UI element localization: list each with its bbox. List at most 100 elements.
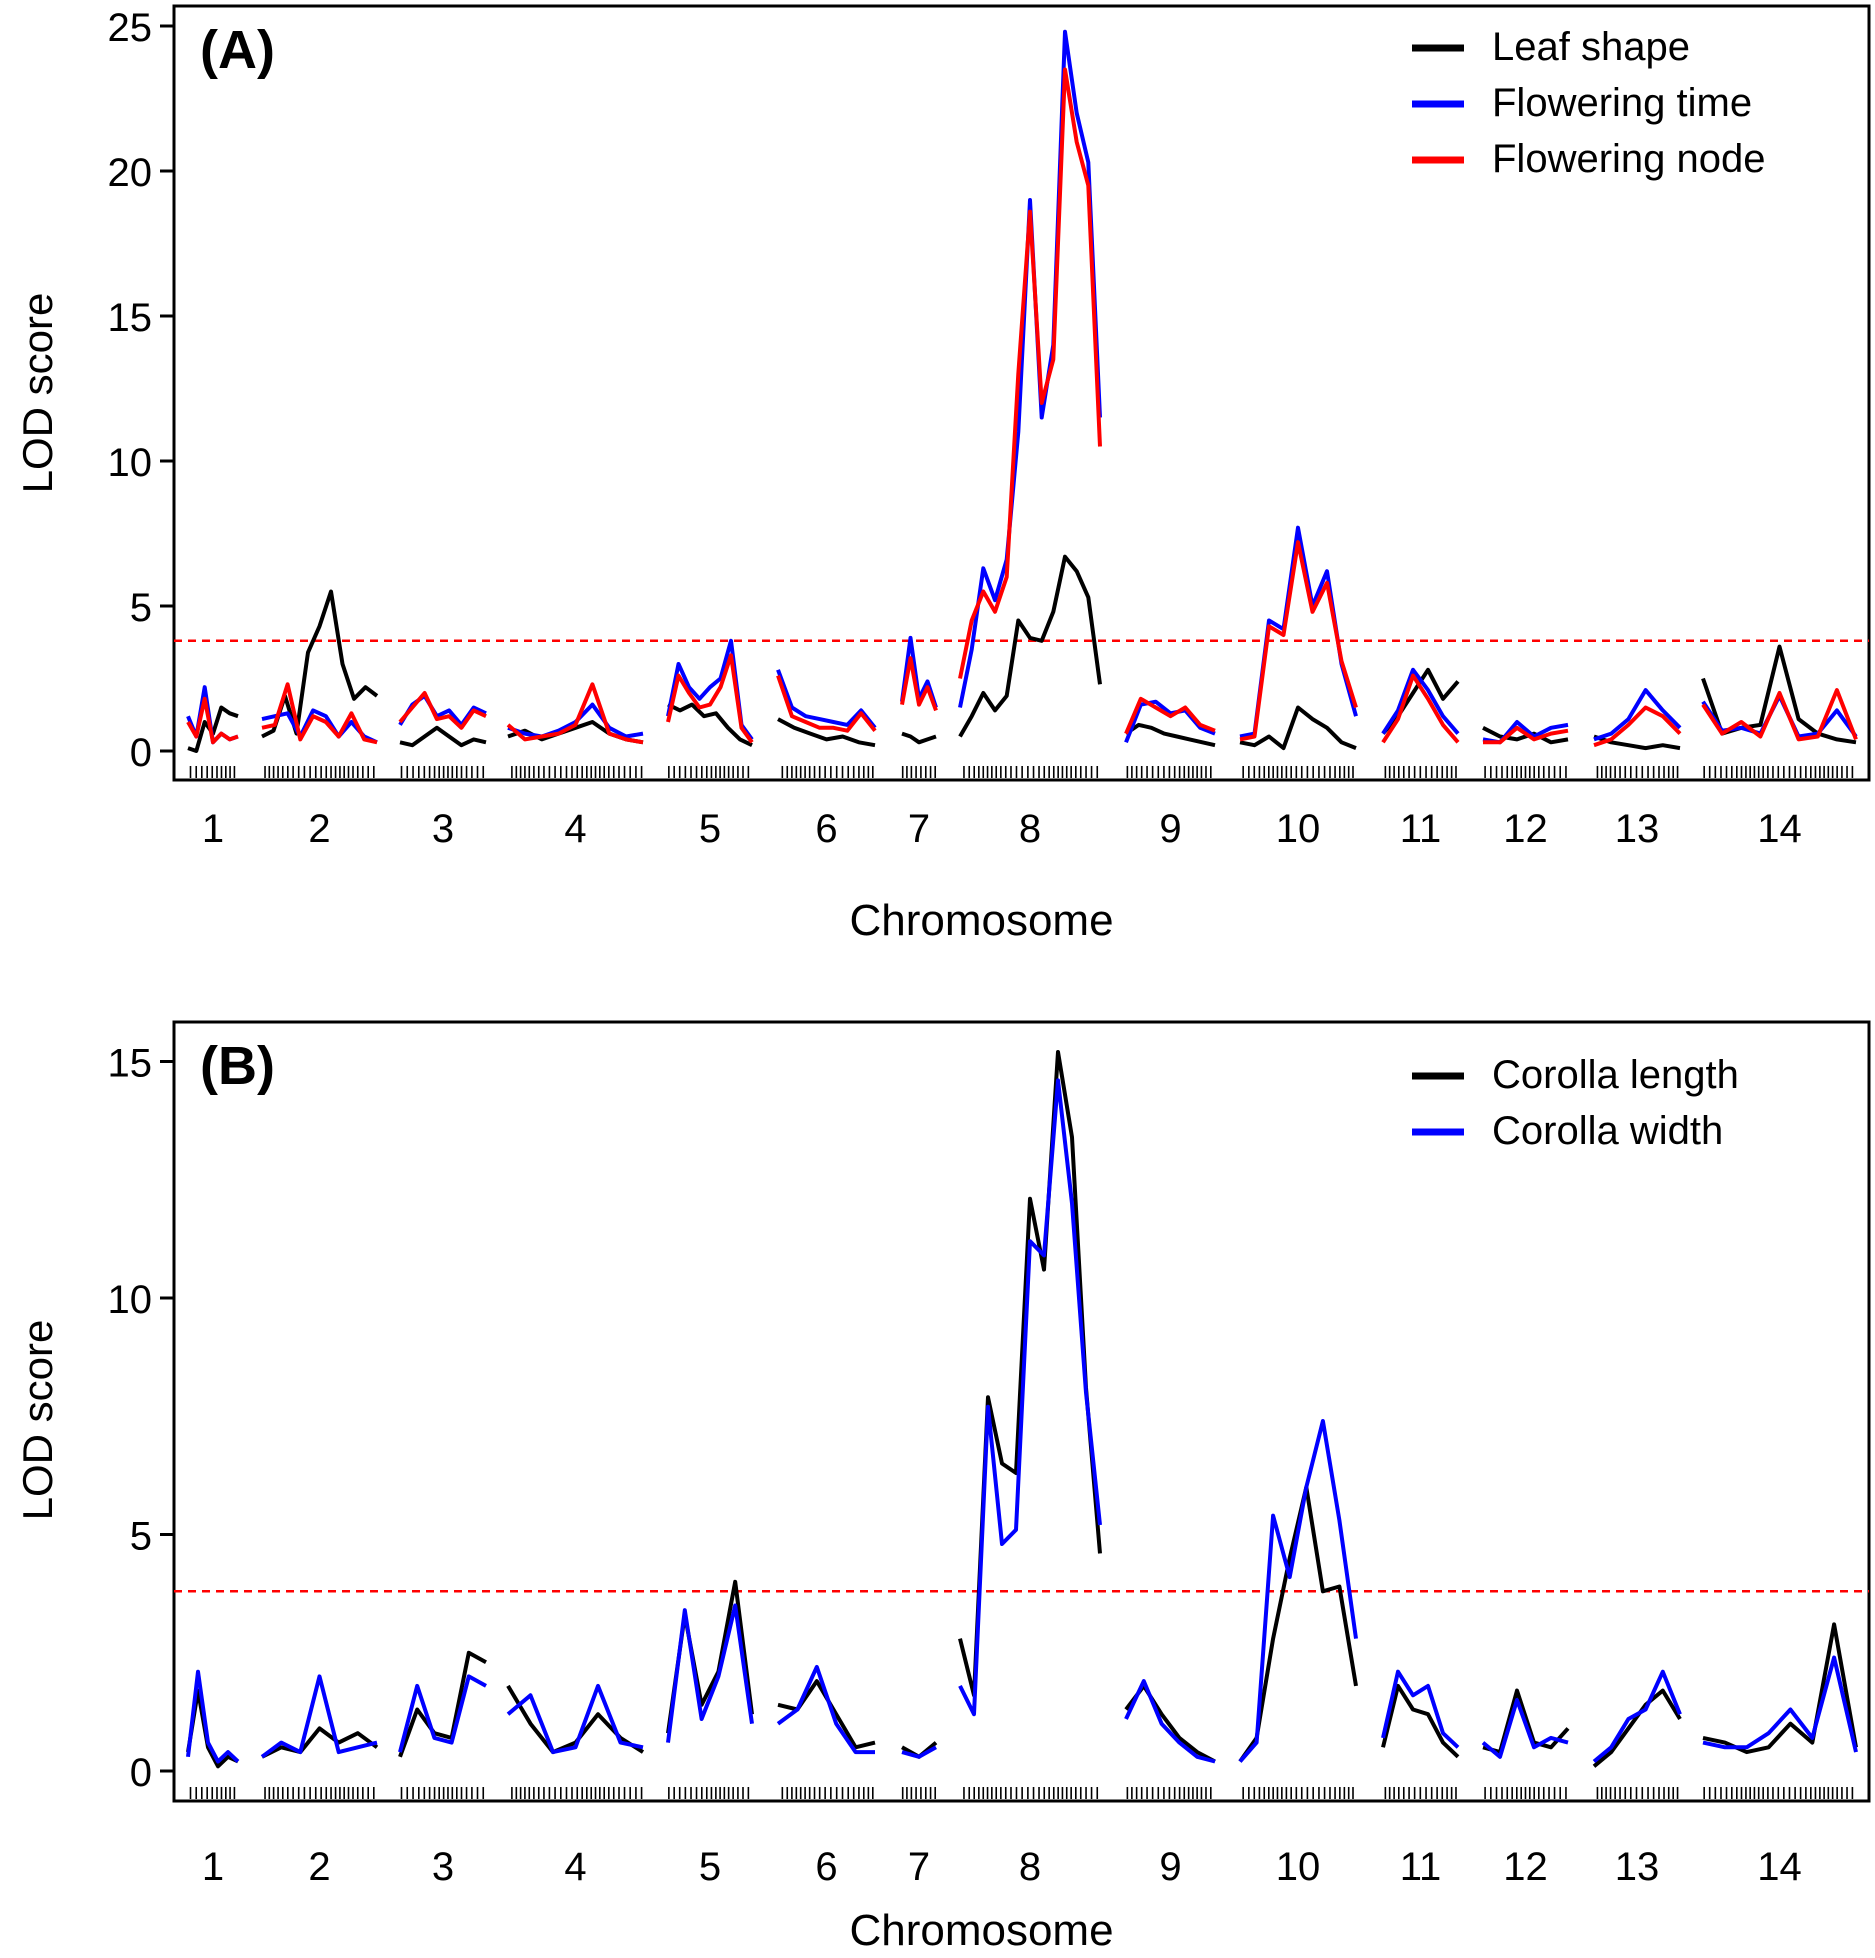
x-axis-label: Chromosome: [849, 896, 1113, 945]
x-tick-label: 12: [1503, 807, 1548, 851]
series-line-leaf-shape-chr3: [399, 725, 487, 748]
y-tick-label: 0: [130, 731, 152, 775]
y-axis-label: LOD score: [14, 1320, 61, 1521]
x-tick-label: 12: [1503, 1845, 1548, 1889]
x-tick-label: 7: [908, 1845, 930, 1889]
x-tick-label: 14: [1757, 1845, 1802, 1889]
panel-label: (A): [200, 20, 275, 80]
x-tick-label: 7: [908, 807, 930, 851]
series-line-corolla-width-chr8: [958, 1078, 1102, 1717]
x-tick-label: 13: [1615, 1845, 1660, 1889]
x-tick-label: 10: [1276, 807, 1321, 851]
series-line-leaf-shape-chr12: [1482, 726, 1569, 745]
series-line-flowering-node-chr5: [666, 653, 754, 744]
x-tick-label: 4: [564, 807, 586, 851]
x-tick-label: 5: [699, 807, 721, 851]
y-tick-label: 0: [130, 1751, 152, 1795]
y-tick-label: 15: [108, 1042, 153, 1086]
x-tick-label: 11: [1400, 1845, 1442, 1889]
series-line-flowering-node-chr2: [261, 682, 378, 745]
series-line-leaf-shape-chr8: [958, 554, 1102, 738]
x-tick-label: 1: [202, 1845, 224, 1889]
series-line-corolla-width-chr5: [666, 1603, 754, 1743]
x-tick-label: 10: [1276, 1845, 1321, 1889]
series-line-corolla-width-chr2: [260, 1674, 378, 1759]
legend-label: Corolla width: [1492, 1109, 1723, 1153]
x-tick-label: 13: [1615, 807, 1660, 851]
series-line-flowering-node-chr11: [1381, 673, 1460, 744]
series-line-corolla-length-chr11: [1381, 1683, 1460, 1759]
series-line-flowering-node-chr7: [900, 656, 938, 712]
plot-frame: [172, 4, 1871, 782]
x-tick-label: 9: [1159, 807, 1181, 851]
series-line-leaf-shape-chr10: [1239, 705, 1357, 751]
series-line-corolla-length-chr12: [1482, 1688, 1570, 1755]
y-tick-label: 20: [108, 151, 153, 195]
x-tick-label: 8: [1019, 1845, 1041, 1889]
x-tick-label: 6: [815, 807, 837, 851]
legend-label: Corolla length: [1492, 1053, 1739, 1097]
series-line-flowering-time-chr6: [776, 669, 877, 730]
x-tick-label: 3: [432, 807, 454, 851]
y-tick-label: 5: [130, 586, 152, 630]
series-line-leaf-shape-chr9: [1124, 722, 1216, 748]
series-line-corolla-width-chr9: [1124, 1679, 1216, 1764]
y-tick-label: 25: [108, 6, 153, 50]
series-line-corolla-width-chr13: [1592, 1669, 1682, 1764]
series-line-flowering-time-chr13: [1593, 688, 1682, 742]
x-tick-label: 11: [1400, 807, 1442, 851]
series-line-flowering-node-chr12: [1483, 725, 1569, 745]
series-line-flowering-node-chr3: [398, 691, 487, 730]
y-tick-label: 15: [108, 296, 153, 340]
x-tick-label: 1: [202, 807, 224, 851]
y-tick-label: 5: [130, 1515, 152, 1559]
series-line-corolla-width-chr4: [506, 1683, 644, 1755]
x-tick-label: 9: [1159, 1845, 1181, 1889]
series-line-flowering-node-chr1: [186, 696, 239, 745]
x-tick-label: 8: [1019, 807, 1041, 851]
x-tick-label: 2: [308, 1845, 330, 1889]
series-line-corolla-length-chr3: [398, 1650, 487, 1758]
series-line-corolla-length-chr14: [1702, 1622, 1858, 1755]
series-line-corolla-width-chr11: [1381, 1669, 1460, 1749]
x-tick-label: 2: [308, 807, 330, 851]
y-tick-label: 10: [108, 441, 153, 485]
series-line-flowering-node-chr9: [1124, 696, 1216, 735]
series-line-flowering-node-chr10: [1239, 540, 1358, 742]
series-line-corolla-width-chr10: [1238, 1419, 1358, 1763]
series-line-leaf-shape-chr5: [667, 702, 753, 748]
x-tick-label: 14: [1757, 807, 1802, 851]
series-line-corolla-width-chr6: [776, 1664, 875, 1755]
x-tick-label: 6: [815, 1845, 837, 1889]
legend-label: Flowering node: [1492, 137, 1766, 181]
series-line-corolla-width-chr3: [398, 1674, 487, 1753]
series-line-corolla-width-chr1: [186, 1669, 240, 1764]
plot-frame: [172, 1020, 1871, 1803]
series-line-corolla-length-chr9: [1124, 1683, 1216, 1764]
series-line-flowering-node-chr6: [776, 674, 877, 733]
series-line-flowering-node-chr13: [1593, 705, 1682, 748]
series-line-corolla-width-chr14: [1702, 1655, 1858, 1753]
series-line-corolla-width-chr7: [901, 1745, 937, 1759]
series-line-flowering-node-chr4: [506, 682, 644, 745]
series-line-flowering-node-chr14: [1701, 688, 1858, 742]
x-tick-label: 3: [432, 1845, 454, 1889]
series-line-corolla-width-chr12: [1481, 1698, 1569, 1759]
series-line-corolla-length-chr2: [261, 1726, 379, 1759]
x-tick-label: 5: [699, 1845, 721, 1889]
legend-label: Flowering time: [1492, 81, 1752, 125]
series-line-leaf-shape-chr7: [901, 731, 937, 745]
series-line-flowering-time-chr8: [958, 29, 1102, 708]
series-line-leaf-shape-chr6: [777, 717, 876, 748]
y-tick-label: 10: [108, 1278, 153, 1322]
series-line-flowering-time-chr11: [1381, 667, 1460, 735]
x-axis-label: Chromosome: [849, 1906, 1113, 1955]
series-line-flowering-time-chr9: [1124, 699, 1216, 744]
panel-label: (B): [200, 1036, 275, 1096]
x-tick-label: 4: [564, 1845, 586, 1889]
y-axis-label: LOD score: [14, 293, 61, 494]
series-line-flowering-node-chr8: [958, 67, 1102, 679]
